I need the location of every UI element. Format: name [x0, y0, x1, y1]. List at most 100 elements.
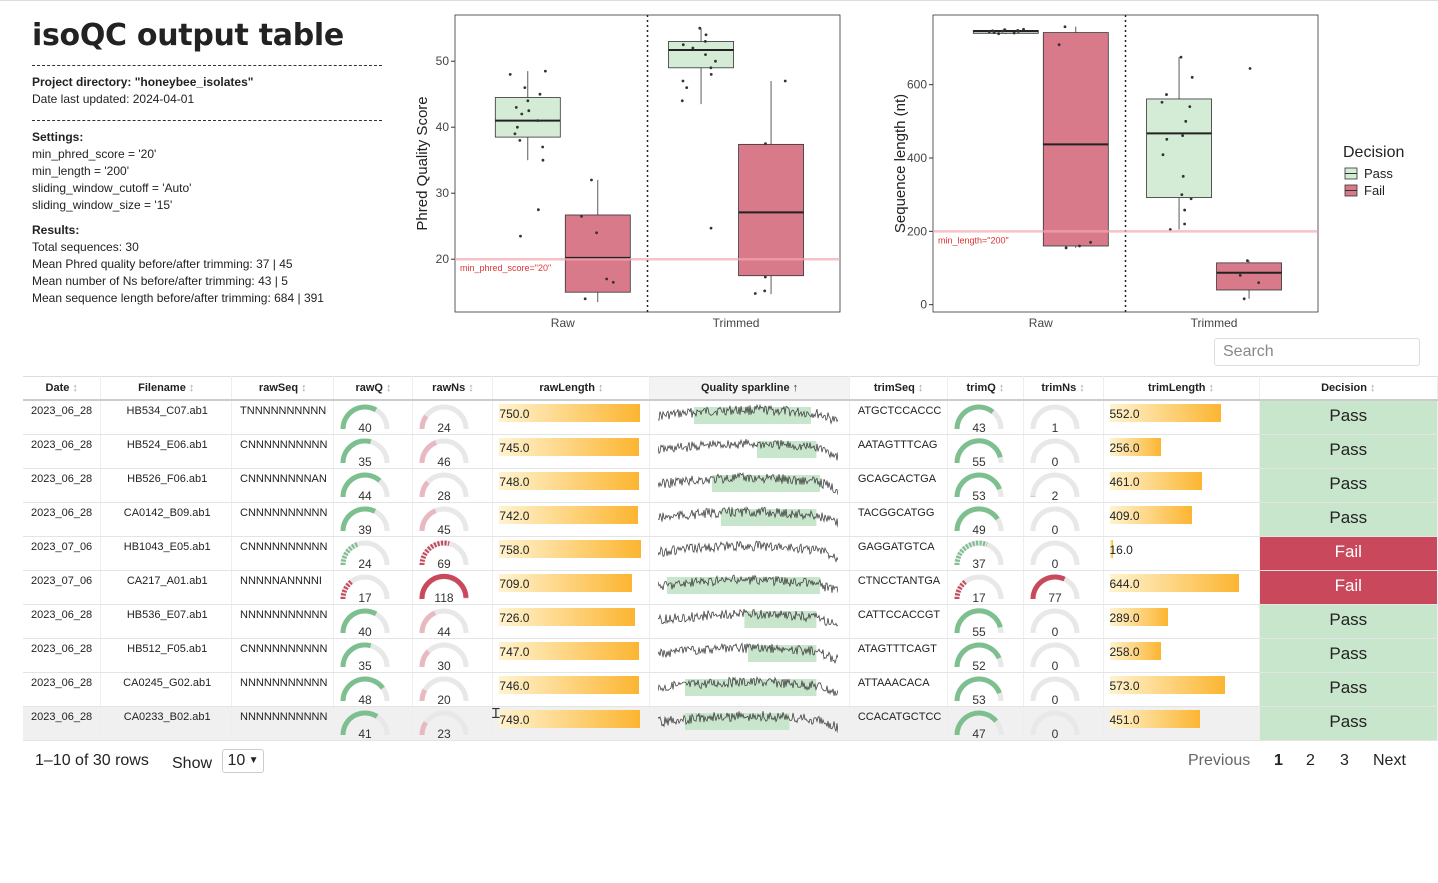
data-point [523, 86, 527, 89]
decision-badge: Pass [1259, 638, 1438, 673]
data-point [590, 178, 593, 182]
raw-sequence-cell: CNNNNNNNNNN [231, 502, 335, 537]
decision-badge: Fail [1259, 536, 1438, 571]
previous-button[interactable]: Previous [1188, 752, 1251, 769]
gauge-value: 39 [359, 523, 373, 535]
trim-length-cell: 258.0 [1103, 638, 1260, 673]
gauge: 35 [340, 642, 390, 671]
gauge-track [1030, 438, 1080, 464]
data-point [519, 234, 522, 238]
filename: CA0245_G02.ab1 [123, 677, 212, 689]
raw-length-value: 726.0 [499, 611, 530, 625]
data-point [1190, 75, 1194, 79]
column-header-trimns[interactable]: trimNs ↕ [1023, 376, 1104, 401]
y-axis-label: Phred Quality Score [414, 96, 431, 230]
gauge-fill [419, 480, 431, 498]
column-header-trimq[interactable]: trimQ ↕ [947, 376, 1024, 401]
gauge-value: 40 [359, 421, 373, 433]
gauge-fill [340, 642, 372, 668]
settings-header: Settings: [32, 130, 84, 144]
date-cell: 2023_06_28 [23, 468, 102, 503]
data-point [1161, 153, 1165, 157]
table-row[interactable]: 2023_06_28 HB524_E06.ab1 CNNNNNNNNNN 35 46 74… [23, 434, 1438, 469]
raw-sequence-cell: NNNNNNNNNNN [231, 672, 335, 707]
sparkline-cell [649, 434, 850, 469]
page-2-button[interactable]: 2 [1306, 752, 1315, 769]
column-header-date[interactable]: Date ↕ [23, 376, 102, 401]
raw-length-cell: 726.0 [492, 604, 651, 639]
trim-sequence: GCAGCACTGA [857, 473, 937, 485]
column-header-rawlength[interactable]: rawLength ↕ [492, 376, 651, 401]
date-cell: 2023_06_28 [23, 400, 102, 435]
gauge-value: 20 [438, 693, 452, 705]
y-tick-label: 20 [436, 252, 450, 266]
column-header-rawns[interactable]: rawNs ↕ [412, 376, 494, 401]
data-point [1078, 244, 1081, 248]
sparkline-path [658, 472, 839, 495]
table-row[interactable]: 2023_06_28 HB534_C07.ab1 TNNNNNNNNNN 40 24 75… [23, 400, 1438, 435]
filename: CA217_A01.ab1 [126, 575, 208, 587]
column-header-rawq[interactable]: rawQ ↕ [333, 376, 414, 401]
raw-length-cell: 749.0 [492, 706, 651, 741]
page-size-select[interactable]: 10 ▼ [222, 749, 265, 773]
page-3-button[interactable]: 3 [1340, 752, 1349, 769]
gauge-value: 35 [359, 455, 373, 467]
y-tick-label: 0 [920, 298, 927, 312]
column-header-label: trimNs [1041, 382, 1077, 394]
trim-length-bar: 258.0 [1109, 642, 1255, 660]
data-point [992, 31, 996, 34]
raw-length-bar: 726.0 [499, 608, 645, 626]
search-input[interactable] [1214, 338, 1420, 366]
quality-sparkline [658, 472, 839, 495]
table-row[interactable]: 2023_06_28 CA0245_G02.ab1 NNNNNNNNNNN 48 20 7… [23, 672, 1438, 707]
gauge-value: 2 [1051, 489, 1058, 501]
raw-sequence: CNNNNNNNNNN [240, 439, 328, 451]
decision-label: Fail [1334, 542, 1362, 561]
filename-cell: HB524_E06.ab1 [100, 434, 233, 469]
raw-quality-cell: 41 [333, 706, 414, 741]
column-header-label: Decision [1321, 382, 1367, 394]
gauge-value: 1 [1051, 421, 1058, 433]
date-cell: 2023_06_28 [23, 706, 102, 741]
y-tick-label: 400 [907, 151, 927, 165]
data-point [991, 29, 994, 33]
column-header-filename[interactable]: Filename ↕ [100, 376, 233, 401]
trim-length-value: 258.0 [1109, 645, 1140, 659]
sort-icon: ↕ [72, 382, 78, 394]
table-row[interactable]: 2023_06_28 HB512_F05.ab1 CNNNNNNNNNN 35 30 74… [23, 638, 1438, 673]
page-1-button[interactable]: 1 [1274, 752, 1283, 769]
table-row[interactable]: 2023_07_06 HB1043_E05.ab1 CNNNNNNNNNN 24 69 7… [23, 536, 1438, 571]
filename: HB524_E06.ab1 [126, 439, 208, 451]
legend-label: Pass [1364, 166, 1393, 181]
raw-length-bar: 748.0 [499, 472, 645, 490]
table-row[interactable]: 2023_06_28 HB536_E07.ab1 NNNNNNNNNNN 40 44 72… [23, 604, 1438, 639]
trim-quality-cell: 55 [947, 604, 1024, 639]
gauge-value: 40 [359, 625, 373, 637]
next-button[interactable]: Next [1373, 752, 1406, 769]
column-header-trimlength[interactable]: trimLength ↕ [1103, 376, 1260, 401]
box-fail [738, 143, 804, 277]
raw-quality-cell: 40 [333, 604, 414, 639]
raw-sequence: NNNNNNNNNNN [240, 677, 328, 689]
table-row[interactable]: 2023_06_28 HB526_F06.ab1 CNNNNNNNNAN 44 28 74… [23, 468, 1438, 503]
table-row[interactable]: 2023_06_28 CA0142_B09.ab1 CNNNNNNNNNN 39 45 7… [23, 502, 1438, 537]
gauge: 44 [419, 608, 469, 637]
box-fail [1216, 262, 1282, 291]
column-header-decision[interactable]: Decision ↕ [1259, 376, 1438, 401]
column-header-rawseq[interactable]: rawSeq ↕ [231, 376, 335, 401]
gauge: 20 [419, 676, 469, 705]
date: 2023_07_06 [31, 541, 93, 553]
data-point [527, 109, 531, 113]
table-row[interactable]: 2023_06_28 CA0233_B02.ab1 NNNNNNNNNNN 41 23 7… [23, 706, 1438, 741]
sort-icon: ↕ [385, 382, 392, 394]
trim-sequence-cell: TACGGCATGG [849, 502, 949, 537]
boxplot-svg: 0 200 400 600 Sequence length (nt) Raw Trimmed… [892, 14, 1404, 330]
raw-length-bar: 747.0 [499, 642, 645, 660]
column-header-quality-sparkline[interactable]: Quality sparkline ↑ [649, 376, 850, 401]
table-row[interactable]: 2023_07_06 CA217_A01.ab1 NNNNNANNNNI 17 118 7… [23, 570, 1438, 605]
column-header-trimseq[interactable]: trimSeq ↕ [849, 376, 949, 401]
gauge-value: 52 [973, 659, 987, 671]
bar-fill [499, 404, 640, 422]
gauge-value: 0 [1051, 625, 1058, 637]
filename-cell: CA0233_B02.ab1 [100, 706, 233, 741]
